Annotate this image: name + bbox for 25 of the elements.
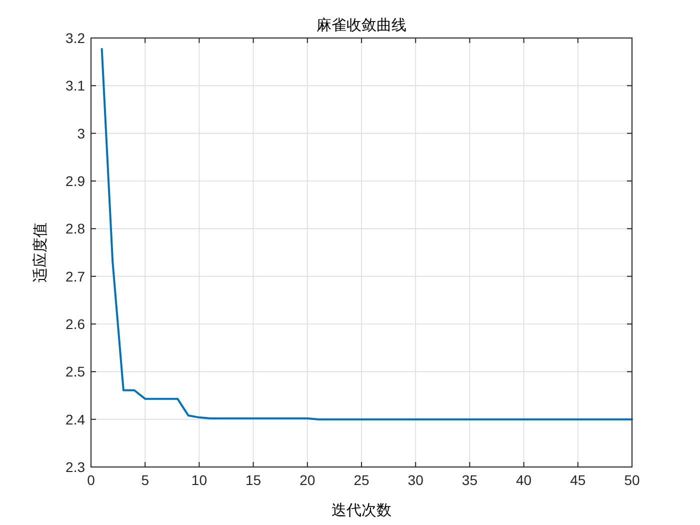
y-tick-label: 3.1 xyxy=(66,78,86,94)
x-tick-label: 35 xyxy=(462,472,478,488)
x-tick-label: 15 xyxy=(246,472,262,488)
y-tick-label: 2.5 xyxy=(66,364,86,380)
x-tick-label: 10 xyxy=(191,472,208,488)
y-tick-label: 2.3 xyxy=(66,459,86,475)
x-tick-label: 50 xyxy=(624,472,640,488)
x-tick-label: 25 xyxy=(354,472,370,488)
x-tick-label: 5 xyxy=(141,472,150,488)
x-tick-label: 40 xyxy=(516,472,532,488)
y-axis-title: 适应度值 xyxy=(31,222,49,282)
y-tick-label: 2.7 xyxy=(66,268,86,284)
y-tick-label: 2.8 xyxy=(66,220,86,237)
x-tick-label: 30 xyxy=(408,472,424,488)
x-axis-title: 迭代次数 xyxy=(332,501,392,519)
y-tick-label: 3 xyxy=(77,125,86,142)
y-tick-label: 2.9 xyxy=(66,173,86,189)
y-tick-label: 2.4 xyxy=(66,411,86,428)
chart-title: 麻雀收敛曲线 xyxy=(316,16,406,34)
x-tick-label: 0 xyxy=(87,472,96,488)
x-tick-label: 45 xyxy=(570,472,586,488)
x-tick-label: 20 xyxy=(300,472,316,488)
y-tick-label: 3.2 xyxy=(66,30,86,46)
y-tick-label: 2.6 xyxy=(66,316,86,332)
line-series xyxy=(100,48,633,420)
